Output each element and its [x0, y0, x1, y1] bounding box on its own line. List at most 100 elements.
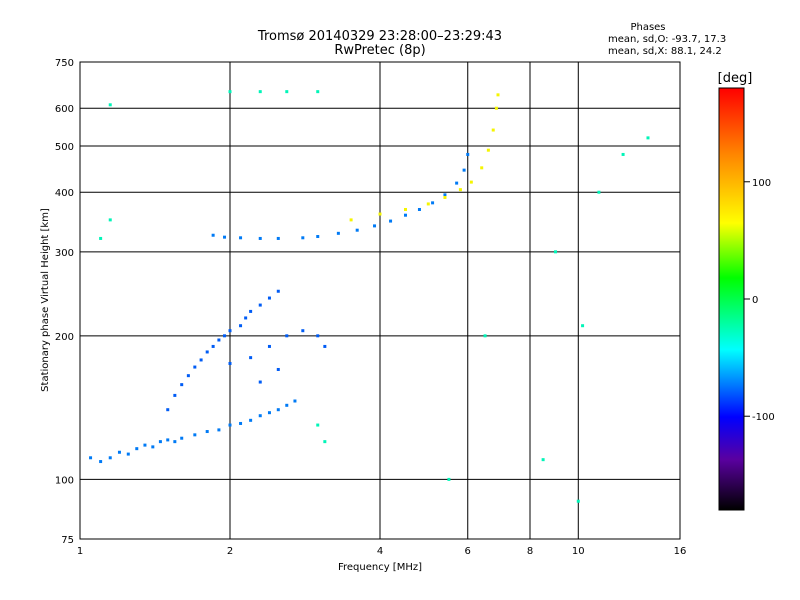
- data-point: [483, 334, 487, 338]
- data-point: [244, 316, 248, 320]
- data-point: [108, 456, 112, 460]
- stats-heading: Phases: [630, 22, 665, 33]
- data-point: [316, 334, 320, 338]
- data-point: [301, 236, 305, 240]
- y-tick-label: 600: [55, 104, 74, 115]
- data-point: [173, 440, 177, 444]
- x-tick-label: 10: [572, 546, 585, 557]
- data-point: [228, 90, 232, 94]
- data-point: [443, 195, 447, 199]
- data-point: [249, 356, 253, 360]
- data-point: [126, 452, 130, 456]
- data-point: [541, 458, 545, 462]
- data-point: [228, 361, 232, 365]
- x-tick-label: 16: [674, 546, 687, 557]
- data-point: [469, 180, 473, 184]
- data-point: [186, 374, 190, 378]
- data-point: [217, 428, 221, 432]
- data-point: [276, 367, 280, 371]
- data-point: [228, 423, 232, 427]
- colorbar: [718, 87, 745, 511]
- data-point: [223, 334, 227, 338]
- colorbar-ticks: 100 0 -100: [744, 178, 775, 423]
- data-point: [258, 414, 262, 418]
- data-point: [89, 456, 93, 460]
- stats-line-o: mean, sd,O: -93.7, 17.3: [608, 34, 726, 45]
- data-point: [553, 250, 557, 254]
- data-point: [143, 443, 147, 447]
- colorbar-tick-label: 0: [752, 295, 758, 306]
- y-tick-label: 500: [55, 142, 74, 153]
- data-point: [211, 344, 215, 348]
- grid-lines: [80, 62, 680, 539]
- data-point: [193, 433, 197, 437]
- data-point: [336, 231, 340, 235]
- data-point: [458, 188, 462, 192]
- data-point: [217, 338, 221, 342]
- data-point: [491, 128, 495, 132]
- data-point: [431, 201, 435, 205]
- y-tick-label: 300: [55, 248, 74, 259]
- data-point: [285, 334, 289, 338]
- x-tick-label: 4: [377, 546, 383, 557]
- data-point: [151, 445, 155, 449]
- data-point: [417, 207, 421, 211]
- x-tick-label: 6: [465, 546, 471, 557]
- x-tick-label: 8: [527, 546, 533, 557]
- data-point: [316, 90, 320, 94]
- data-point: [135, 447, 139, 451]
- data-point: [99, 460, 103, 464]
- x-tick-label: 2: [227, 546, 233, 557]
- data-point: [267, 296, 271, 300]
- data-point: [403, 213, 407, 217]
- data-point: [426, 202, 430, 206]
- data-point: [180, 383, 184, 387]
- data-point: [158, 440, 162, 444]
- data-point: [199, 358, 203, 362]
- data-point: [455, 181, 459, 185]
- data-point: [228, 329, 232, 333]
- data-point: [378, 212, 382, 216]
- data-point: [239, 421, 243, 425]
- data-point: [403, 207, 407, 211]
- data-point: [316, 235, 320, 239]
- data-point: [293, 399, 297, 403]
- data-point: [373, 224, 377, 228]
- data-point: [239, 236, 243, 240]
- data-point: [480, 166, 484, 170]
- tick-labels: 1 2 4 6 8 10 16 75 100 200 300 400 500 600 750: [55, 58, 686, 557]
- stats-line-x: mean, sd,X: 88.1, 24.2: [608, 46, 722, 57]
- data-point: [466, 152, 470, 156]
- data-point: [355, 228, 359, 232]
- data-point: [267, 411, 271, 415]
- data-point: [99, 236, 103, 240]
- data-point: [486, 148, 490, 152]
- chart-subtitle: RwPretec (8p): [334, 43, 425, 58]
- data-point: [180, 436, 184, 440]
- y-axis-label: Stationary phase Virtual Height [km]: [40, 208, 51, 392]
- data-point: [494, 106, 498, 110]
- data-point: [581, 324, 585, 328]
- chart-title: Tromsø 20140329 23:28:00–23:29:43: [257, 29, 502, 44]
- data-point: [285, 90, 289, 94]
- data-point: [211, 233, 215, 237]
- data-point: [117, 450, 121, 454]
- data-point: [443, 193, 447, 197]
- data-point: [276, 236, 280, 240]
- data-point: [258, 236, 262, 240]
- data-point: [597, 190, 601, 194]
- data-point: [166, 408, 170, 412]
- data-point: [173, 393, 177, 397]
- colorbar-unit: [deg]: [718, 71, 753, 86]
- colorbar-tick-label: 100: [752, 178, 771, 189]
- data-point: [223, 235, 227, 239]
- data-point: [258, 380, 262, 384]
- y-tick-label: 400: [55, 188, 74, 199]
- data-point: [496, 93, 500, 97]
- colorbar-tick-label: -100: [752, 412, 775, 423]
- data-point: [267, 344, 271, 348]
- data-point: [576, 499, 580, 503]
- data-point: [323, 344, 327, 348]
- y-tick-label: 200: [55, 332, 74, 343]
